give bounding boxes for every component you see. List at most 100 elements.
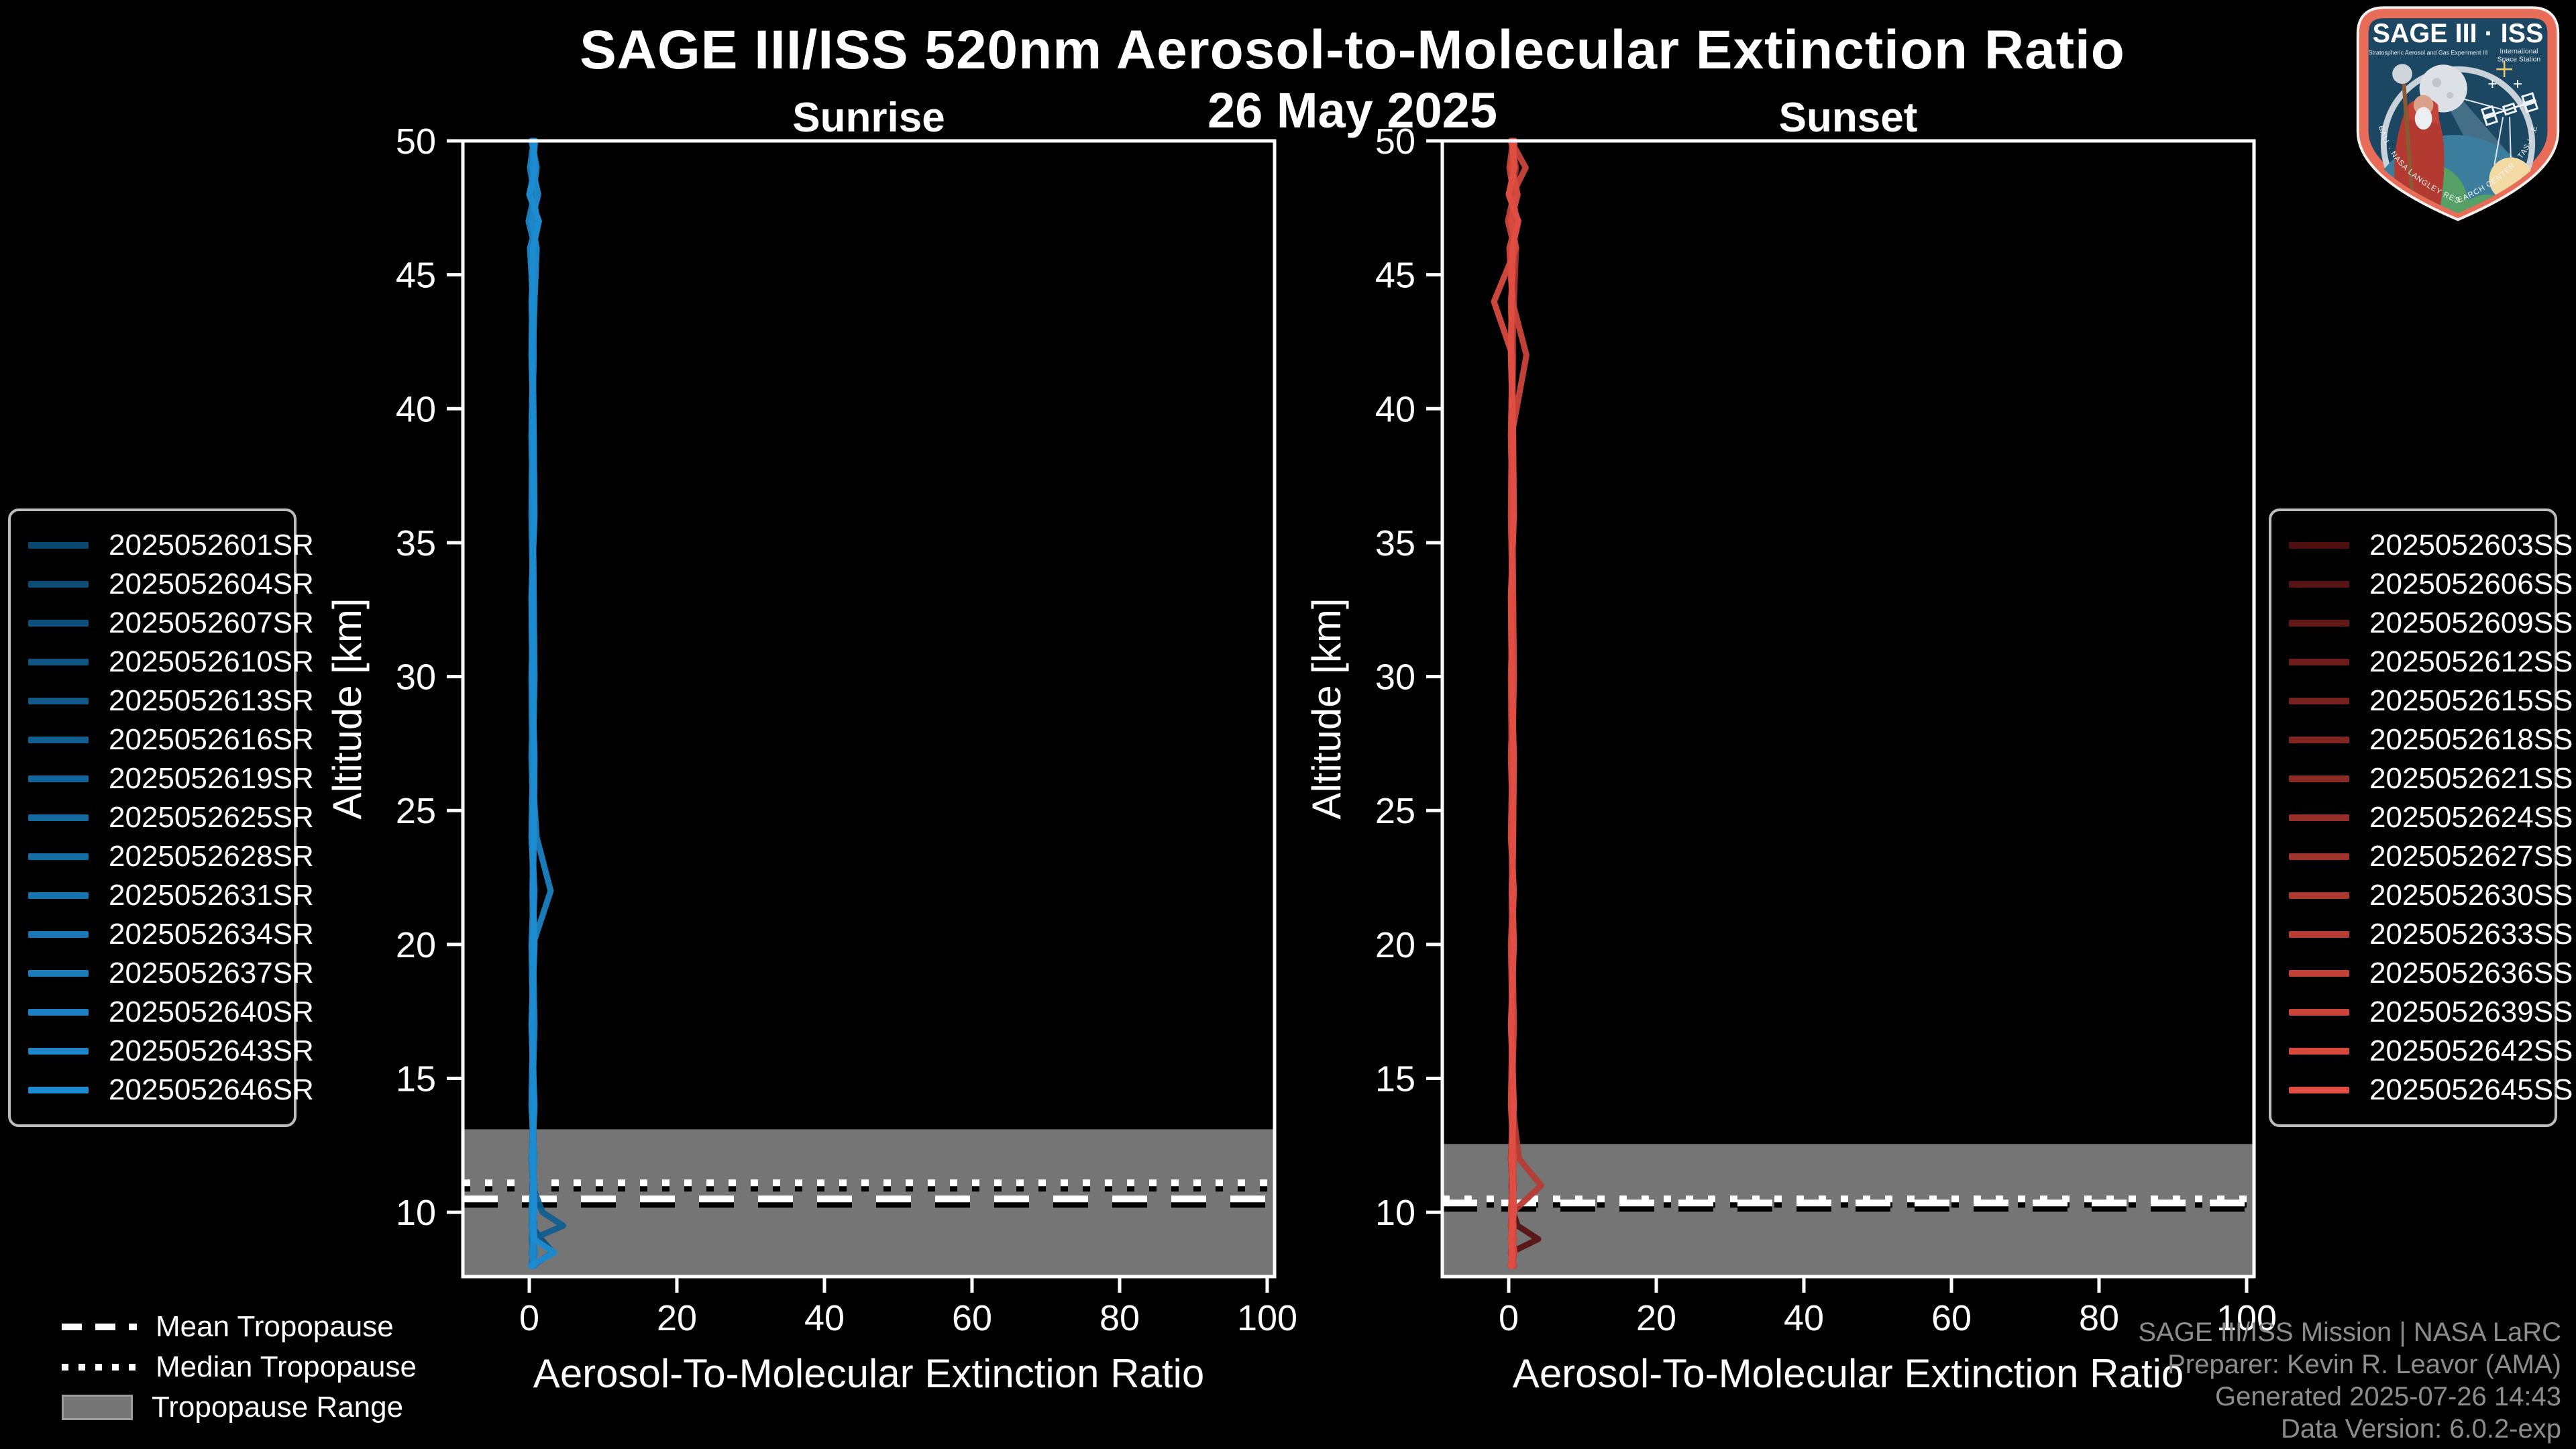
x-tick-label: 20: [1636, 1298, 1676, 1338]
legend-item: 2025052619SR: [11, 759, 314, 798]
legend-item: 2025052607SR: [11, 604, 314, 643]
panel-title-sunrise: Sunrise: [792, 95, 945, 141]
y-tick-label: 20: [396, 925, 436, 965]
legend-line-swatch: [28, 620, 89, 627]
legend-item: 2025052613SR: [11, 682, 314, 720]
legend-item-label: 2025052639SS: [2369, 996, 2573, 1028]
legend-item: 2025052601SR: [11, 526, 314, 565]
legend-item-label: 2025052631SR: [109, 879, 314, 912]
legend-line-swatch: [28, 814, 89, 821]
y-axis-label: Altitude [km]: [325, 598, 370, 819]
axes-spines: [1440, 139, 2256, 1279]
generated-timestamp: Generated 2025-07-26 14:43: [2215, 1382, 2561, 1411]
legend-item: 2025052639SS: [2271, 993, 2573, 1032]
legend-line-swatch: [28, 737, 89, 743]
legend-item: 2025052603SS: [2271, 526, 2573, 565]
tropopause-range-label: Tropopause Range: [152, 1391, 404, 1424]
legend-line-swatch: [2289, 1009, 2349, 1016]
legend-item-label: 2025052634SR: [109, 918, 314, 951]
profile-2025052646SR: [526, 138, 557, 1269]
y-tick-label: 45: [1375, 256, 1415, 296]
legend-item-label: 2025052606SS: [2369, 568, 2573, 600]
legend-line-swatch: [28, 659, 89, 665]
legend-item-label: 2025052603SS: [2369, 529, 2573, 561]
y-tick-label: 45: [396, 256, 436, 296]
legend-item: 2025052621SS: [2271, 759, 2573, 798]
legend-item: 2025052627SS: [2271, 837, 2573, 876]
x-tick-label: 40: [1784, 1298, 1824, 1338]
profile-2025052645SS: [1505, 138, 1521, 1269]
legend-line-swatch: [2289, 698, 2349, 704]
x-tick-label: 60: [952, 1298, 992, 1338]
legend-item: 2025052642SS: [2271, 1032, 2573, 1071]
plot-sunrise: 0 20 40 60 80 100 10 15 20 25 30 35 40 45 50 Aerosol-To…: [325, 121, 1297, 1396]
preparer-credit: Preparer: Kevin R. Leavor (AMA): [2167, 1350, 2561, 1379]
legend-line-swatch: [2289, 970, 2349, 977]
legend-item: 2025052625SR: [11, 798, 314, 837]
legend-item-label: 2025052643SR: [109, 1034, 314, 1067]
legend-item: 2025052618SS: [2271, 720, 2573, 759]
page-title: SAGE III/ISS 520nm Aerosol-to-Molecular …: [580, 19, 2125, 80]
axes-spines: [461, 139, 1277, 1279]
legend-line-swatch: [28, 970, 89, 977]
legend-item-label: 2025052646SR: [109, 1073, 314, 1106]
legend-item-label: 2025052628SR: [109, 840, 314, 873]
legend-item-label: 2025052607SR: [109, 606, 314, 639]
y-tick-label: 25: [396, 791, 436, 831]
date-subtitle: 26 May 2025: [1207, 83, 1497, 138]
legend-item: 2025052634SR: [11, 915, 314, 954]
x-tick-label: 40: [804, 1298, 845, 1338]
range-box-swatch: [62, 1395, 133, 1420]
legend-line-swatch: [2289, 931, 2349, 938]
x-tick-label: 60: [1931, 1298, 1972, 1338]
legend-item-label: 2025052619SR: [109, 762, 314, 795]
legend-item-label: 2025052612SS: [2369, 645, 2573, 678]
legend-line-swatch: [2289, 620, 2349, 627]
y-tick-label: 15: [1375, 1059, 1415, 1099]
sunrise-event-legend: 2025052601SR 2025052604SR 2025052607SR 2025…: [8, 508, 314, 1127]
legend-item-label: 2025052610SR: [109, 645, 314, 678]
plot-sunset: 0 20 40 60 80 100 10 15 20 25 30 35 40 45 50 Aerosol-To…: [1304, 121, 2277, 1396]
tropopause-legend: Mean Tropopause Median Tropopause Tropop…: [62, 1307, 417, 1428]
legend-line-swatch: [2289, 737, 2349, 743]
legend-line-swatch: [28, 1087, 89, 1093]
legend-item: 2025052643SR: [11, 1032, 314, 1071]
x-tick-label: 100: [2216, 1298, 2277, 1338]
logo-subtitle-left: Stratospheric Aerosol and Gas Experiment…: [2369, 50, 2488, 56]
legend-item-label: 2025052601SR: [109, 529, 314, 561]
y-tick-label: 35: [1375, 523, 1415, 564]
legend-line-swatch: [2289, 659, 2349, 665]
panel-title-sunset: Sunset: [1778, 95, 1918, 141]
x-tick-label: 0: [519, 1298, 539, 1338]
logo-subtitle-right2: Space Station: [2498, 56, 2541, 63]
legend-item-label: 2025052616SR: [109, 723, 314, 756]
legend-item-label: 2025052604SR: [109, 568, 314, 600]
x-tick-label: 80: [2079, 1298, 2119, 1338]
mean-tropopause-legend-item: Mean Tropopause: [62, 1307, 417, 1347]
mean-tropopause-label: Mean Tropopause: [156, 1310, 394, 1343]
small-stars-icon: [2488, 80, 2522, 88]
legend-item-label: 2025052636SS: [2369, 957, 2573, 989]
x-tick-label: 80: [1099, 1298, 1140, 1338]
mission-credit: SAGE III/ISS Mission | NASA LaRC: [2138, 1318, 2561, 1347]
legend-line-swatch: [2289, 581, 2349, 588]
legend-item: 2025052646SR: [11, 1071, 314, 1110]
y-tick-label: 10: [1375, 1193, 1415, 1233]
sunset-event-legend: 2025052603SS 2025052606SS 2025052609SS 2025…: [2269, 508, 2573, 1127]
legend-item-label: 2025052624SS: [2369, 801, 2573, 834]
y-tick-label: 40: [396, 389, 436, 429]
legend-item: 2025052636SS: [2271, 954, 2573, 993]
legend-item-label: 2025052615SS: [2369, 684, 2573, 717]
moon-crater: [2447, 91, 2454, 99]
star-icon: [2496, 61, 2513, 78]
legend-item-label: 2025052630SS: [2369, 879, 2573, 912]
legend-item: 2025052628SR: [11, 837, 314, 876]
legend-line-swatch: [28, 698, 89, 704]
y-tick-label: 35: [396, 523, 436, 564]
x-tick-label: 20: [657, 1298, 697, 1338]
father-time-figure: [2392, 64, 2445, 213]
x-axis-label: Aerosol-To-Molecular Extinction Ratio: [1513, 1351, 2184, 1396]
legend-item: 2025052609SS: [2271, 604, 2573, 643]
legend-item: 2025052612SS: [2271, 643, 2573, 682]
